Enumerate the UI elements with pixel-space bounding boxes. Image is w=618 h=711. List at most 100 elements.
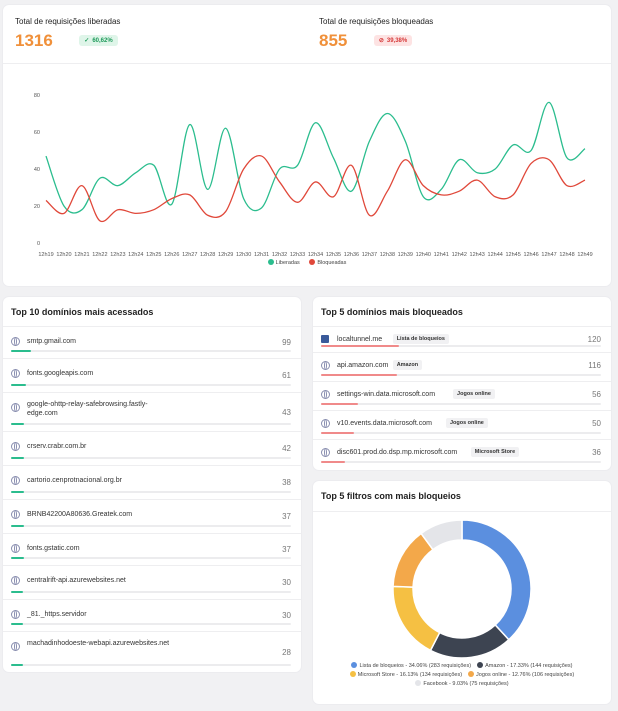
blocked-domain-row[interactable]: api.amazon.com Amazon 116 (313, 352, 611, 381)
donut-legend: Lista de bloqueios - 34.06% (283 requisi… (313, 662, 611, 689)
blocked-value: 855 (319, 31, 348, 50)
x-tick-label: 12h40 (416, 252, 431, 257)
domain-name: cartorio.cenprotnacional.org.br (27, 477, 122, 484)
legend-dot (309, 259, 316, 265)
divider (313, 511, 611, 512)
x-tick-label: 12h41 (434, 252, 449, 257)
legend-dot (267, 259, 274, 265)
x-tick-label: 12h37 (362, 252, 377, 257)
globe-icon (321, 390, 330, 399)
domain-name: fonts.gstatic.com (27, 545, 80, 552)
blocked-badge-value: 39,38% (386, 38, 408, 44)
y-tick-label: 20 (34, 204, 40, 210)
globe-icon (321, 361, 330, 370)
x-tick-label: 12h42 (452, 252, 467, 257)
globe-icon (11, 510, 20, 519)
donut-legend-item[interactable]: Amazon - 17.33% (144 requisições) (477, 662, 573, 669)
blocked-domain-name: v10.events.data.microsoft.com (337, 420, 432, 427)
donut-legend-item[interactable]: Microsoft Store - 16.13% (134 requisiçõe… (349, 671, 463, 678)
domain-row[interactable]: machadinhodoeste-webapi.azurewebsites.ne… (3, 631, 301, 672)
series-line-bloqueadas[interactable] (45, 154, 586, 223)
filter-tag: Jogos online (453, 389, 495, 399)
x-tick-label: 12h46 (523, 252, 538, 257)
legend-label: Amazon - 17.33% (144 requisições) (485, 663, 573, 669)
blocked-bar-fill (321, 432, 354, 434)
domain-count: 43 (282, 407, 291, 417)
domain-bar-track (11, 423, 291, 425)
domain-row[interactable]: fonts.googleapis.com 61 (3, 358, 301, 392)
legend-label: Lista de bloqueios - 34.06% (283 requisi… (359, 663, 472, 669)
donut-legend-item[interactable]: Jogos online - 12.76% (106 requisições) (468, 671, 575, 678)
top-filters-card: Top 5 filtros com mais bloqueios Lista d… (313, 481, 611, 704)
blocked-bar-fill (321, 345, 400, 347)
domain-row[interactable]: google-ohttp-relay-safebrowsing.fastly-e… (3, 392, 301, 431)
top-blocked-card: Top 5 domínios mais bloqueados localtunn… (313, 297, 611, 470)
legend-label: Microsoft Store - 16.13% (134 requisiçõe… (357, 672, 463, 678)
x-tick-label: 12h27 (182, 252, 197, 257)
y-tick-label: 80 (34, 93, 40, 99)
globe-icon (11, 642, 20, 651)
domain-row[interactable]: smtp.gmail.com 99 (3, 326, 301, 358)
donut-slice[interactable] (392, 585, 441, 652)
x-tick-label: 12h22 (92, 252, 107, 257)
domain-row[interactable]: crserv.crabr.com.br 42 (3, 431, 301, 465)
donut-slice[interactable] (429, 623, 510, 659)
domain-bar-track (11, 491, 291, 493)
blocked-badge: ⊘ 39,38% (373, 35, 413, 46)
blocked-domain-name: api.amazon.com (337, 362, 389, 369)
donut-legend-item[interactable]: Lista de bloqueios - 34.06% (283 requisi… (351, 662, 472, 669)
legend-bloqueadas[interactable]: Bloqueadas (309, 259, 347, 266)
legend-label: Bloqueadas (317, 260, 347, 266)
donut-slice[interactable] (420, 519, 463, 551)
domain-name: BRNB42200A80636.Greatek.com (27, 511, 133, 518)
filter-tag: Jogos online (445, 418, 488, 428)
y-tick-label: 40 (34, 167, 40, 173)
check-icon: ✓ (84, 38, 90, 44)
top-filters-title: Top 5 filtros com mais bloqueios (321, 491, 461, 501)
x-tick-label: 12h23 (110, 252, 125, 257)
blocked-domain-row[interactable]: settings-win.data.microsoft.com Jogos onl… (313, 381, 611, 410)
domain-row[interactable]: fonts.gstatic.com 37 (3, 533, 301, 565)
domain-bar-track (11, 664, 291, 666)
x-tick-label: 12h24 (128, 252, 143, 257)
allowed-label: Total de requisições liberadas (15, 17, 121, 26)
globe-icon (11, 369, 20, 378)
domain-count: 61 (282, 371, 291, 380)
domain-row[interactable]: BRNB42200A80636.Greatek.com 37 (3, 499, 301, 533)
filter-tag: Microsoft Store (470, 447, 520, 457)
legend-liberadas[interactable]: Liberadas (267, 259, 300, 266)
domain-bar-fill (11, 525, 24, 527)
legend-label: Jogos online - 12.76% (106 requisições) (476, 672, 575, 678)
legend-label: Liberadas (275, 260, 300, 266)
top-blocked-title: Top 5 domínios mais bloqueados (321, 307, 463, 317)
domain-bar-fill (11, 350, 31, 352)
donut-legend-item[interactable]: Facebook - 9.03% (75 requisições) (415, 680, 509, 687)
x-tick-label: 12h48 (559, 252, 574, 257)
donut-slice[interactable] (461, 519, 532, 641)
domain-row[interactable]: _81._https.servidor 30 (3, 599, 301, 631)
legend-dot (477, 662, 484, 668)
blocked-domain-name: disc601.prod.do.dsp.mp.microsoft.com (337, 449, 458, 456)
domain-count: 30 (282, 611, 291, 620)
blocked-domain-row[interactable]: localtunnel.me Lista de bloqueios 120 (313, 326, 611, 352)
globe-icon (321, 419, 330, 428)
x-tick-label: 12h21 (74, 252, 89, 257)
domain-bar-track (11, 384, 291, 386)
blocked-count: 56 (592, 390, 601, 399)
donut-legend-line: Facebook - 9.03% (75 requisições) (313, 680, 611, 689)
domain-row[interactable]: cartorio.cenprotnacional.org.br 38 (3, 465, 301, 499)
blocked-domain-row[interactable]: disc601.prod.do.dsp.mp.microsoft.com Micr… (313, 439, 611, 468)
top-domains-card: Top 10 domínios mais acessados smtp.gmai… (3, 297, 301, 672)
blocked-domain-row[interactable]: v10.events.data.microsoft.com Jogos onlin… (313, 410, 611, 439)
globe-icon (11, 442, 20, 451)
domain-bar-track (11, 457, 291, 459)
blocked-domain-name: settings-win.data.microsoft.com (337, 391, 436, 398)
domain-row[interactable]: centralrift-api.azurewebsites.net 30 (3, 565, 301, 599)
domain-count: 37 (282, 512, 291, 521)
domain-bar-fill (11, 557, 24, 559)
series-line-liberadas[interactable] (45, 101, 586, 214)
globe-icon (11, 610, 20, 619)
blocked-bar-track (321, 374, 601, 376)
blocked-icon: ⊘ (378, 38, 384, 44)
blocked-bar-track (321, 345, 601, 347)
